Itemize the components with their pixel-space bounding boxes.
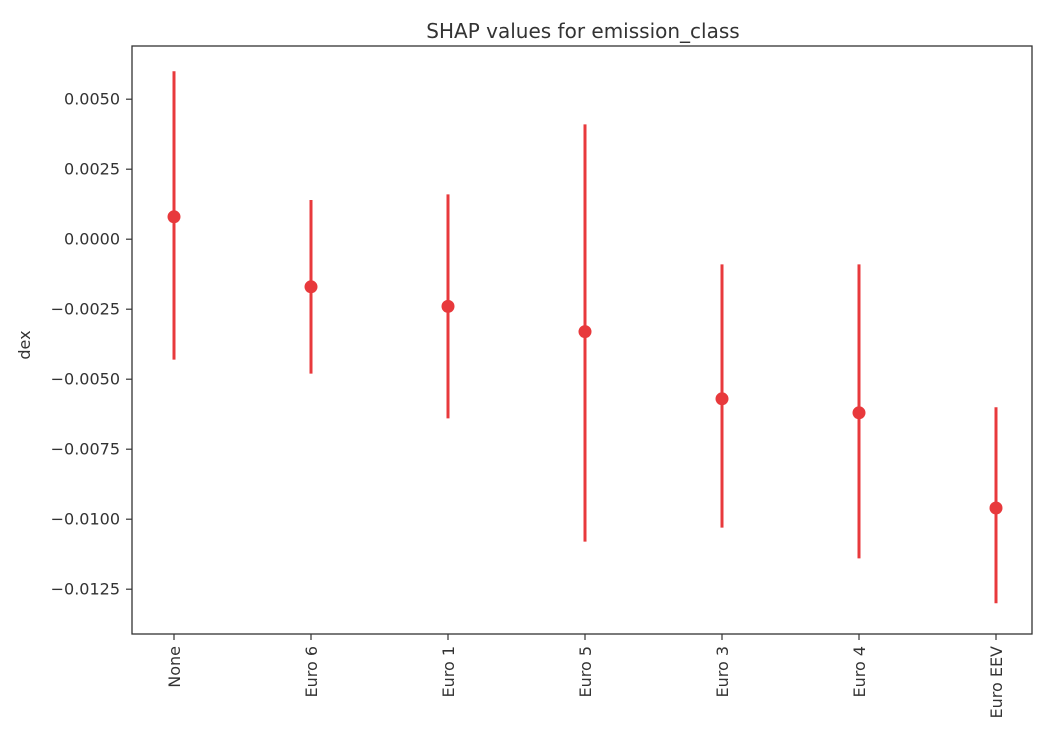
x-tick-label: Euro EEV [987, 646, 1006, 719]
y-tick-label: −0.0075 [51, 440, 120, 459]
y-tick-label: 0.0000 [64, 230, 120, 249]
data-point [578, 325, 592, 339]
y-axis: 0.0050 0.0025 0.0000 −0.0025 −0.0050 −0.0075 −… [51, 90, 132, 599]
data-point [304, 280, 318, 294]
y-axis-label: dex [15, 330, 34, 359]
x-tick-label: Euro 6 [302, 646, 321, 698]
y-tick-label: −0.0125 [51, 580, 120, 599]
data-point [167, 210, 181, 224]
data-point [852, 406, 866, 420]
y-tick-label: 0.0025 [64, 160, 120, 179]
y-tick-label: −0.0025 [51, 300, 120, 319]
x-tick-label: Euro 3 [713, 646, 732, 698]
x-tick-label: Euro 1 [439, 646, 458, 698]
data-point [441, 299, 455, 313]
x-tick-label: Euro 5 [576, 646, 595, 698]
chart-title: SHAP values for emission_class [426, 19, 739, 43]
data-series [167, 71, 1003, 604]
x-axis: None Euro 6 Euro 1 Euro 5 Euro 3 Euro 4 Euro E… [165, 634, 1006, 719]
y-tick-label: 0.0050 [64, 90, 120, 109]
data-point [715, 392, 729, 406]
data-point [989, 501, 1003, 515]
y-tick-label: −0.0050 [51, 370, 120, 389]
x-tick-label: None [165, 646, 184, 688]
x-tick-label: Euro 4 [850, 646, 869, 698]
plot-frame [131, 45, 1033, 635]
y-tick-label: −0.0100 [51, 510, 120, 529]
